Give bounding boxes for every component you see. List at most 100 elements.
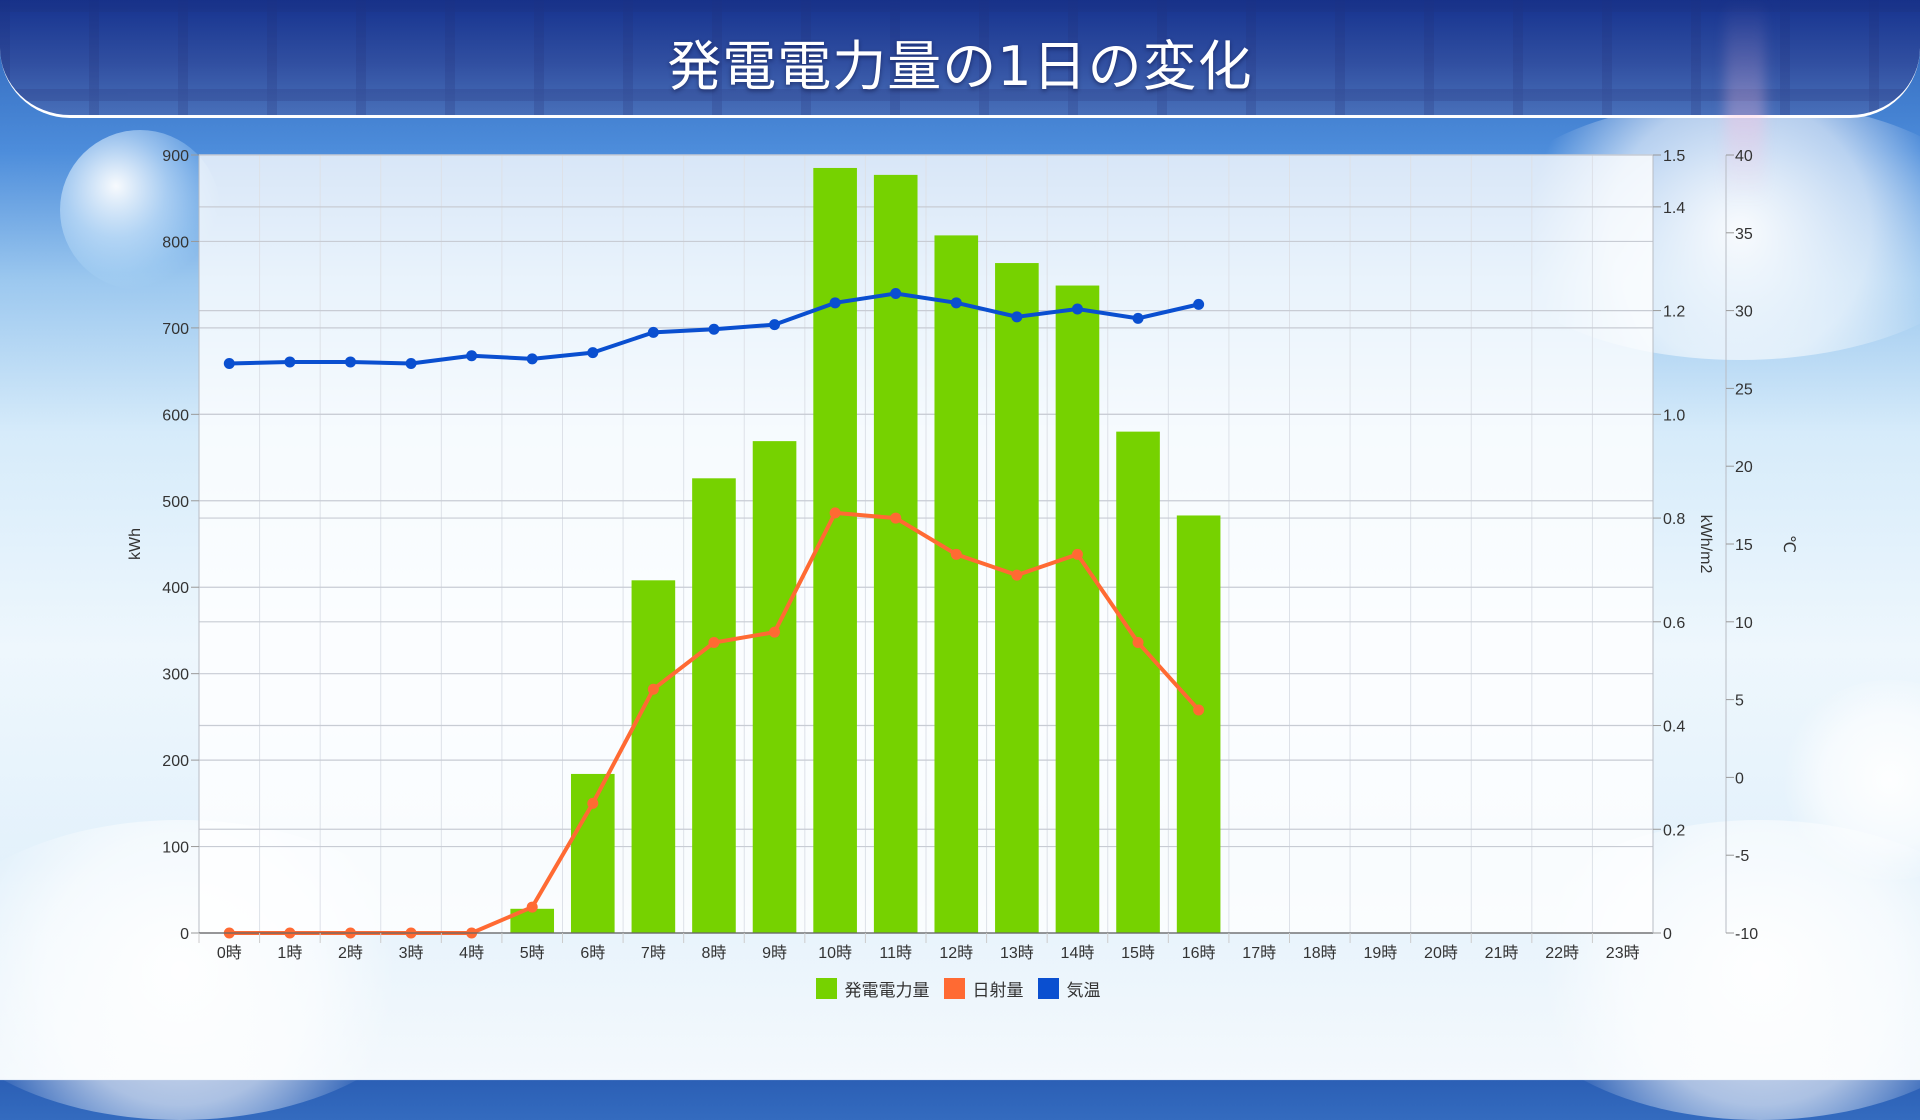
sun-glare-decoration bbox=[60, 130, 220, 290]
data-point[interactable] bbox=[587, 347, 599, 359]
data-point[interactable] bbox=[708, 323, 720, 335]
legend-label: 日射量 bbox=[972, 981, 1024, 1001]
legend-item-power[interactable]: 発電電力量 bbox=[815, 976, 930, 1001]
data-point[interactable] bbox=[829, 507, 841, 519]
right-axis-title: kWh/m2 bbox=[1697, 515, 1714, 574]
temperature-axis-tick: 15 bbox=[1735, 537, 1753, 554]
data-point[interactable] bbox=[1011, 311, 1023, 323]
data-point[interactable] bbox=[708, 637, 720, 649]
x-axis-tick: 4時 bbox=[459, 944, 484, 962]
data-point[interactable] bbox=[1132, 637, 1144, 649]
x-axis-tick: 8時 bbox=[702, 944, 727, 962]
right-axis-tick: 0.4 bbox=[1663, 719, 1685, 736]
data-point[interactable] bbox=[526, 353, 538, 365]
temperature-axis-tick: 0 bbox=[1735, 770, 1744, 787]
left-axis-tick: 200 bbox=[162, 753, 189, 770]
data-point[interactable] bbox=[344, 356, 356, 368]
banner-shine bbox=[0, 0, 1920, 115]
left-axis-tick: 700 bbox=[162, 321, 189, 338]
temperature-axis-tick: -10 bbox=[1735, 926, 1758, 943]
temperature-axis-tick: 35 bbox=[1735, 226, 1753, 243]
right-axis-tick: 1.2 bbox=[1663, 304, 1685, 321]
x-axis-tick: 21時 bbox=[1485, 944, 1519, 962]
x-axis-tick: 0時 bbox=[217, 944, 242, 962]
temperature-axis-tick: 25 bbox=[1735, 381, 1753, 398]
x-axis-tick: 16時 bbox=[1182, 944, 1216, 962]
temperature-axis-tick: 10 bbox=[1735, 615, 1753, 632]
left-axis-tick: 600 bbox=[162, 407, 189, 424]
x-axis-tick: 13時 bbox=[1000, 944, 1034, 962]
right-axis-tick: 0.8 bbox=[1663, 511, 1685, 528]
x-axis-tick: 10時 bbox=[818, 944, 852, 962]
data-point[interactable] bbox=[769, 626, 781, 638]
data-point[interactable] bbox=[284, 356, 296, 368]
gridlines bbox=[198, 154, 1654, 934]
x-axis-tick: 19時 bbox=[1363, 944, 1397, 962]
temperature-axis-tick: 5 bbox=[1735, 693, 1744, 710]
chart-legend: 発電電力量 日射量 気温 bbox=[0, 976, 1920, 1001]
data-point[interactable] bbox=[223, 358, 235, 370]
left-axis-tick: 0 bbox=[180, 926, 189, 943]
legend-label: 気温 bbox=[1066, 981, 1101, 1001]
x-axis-tick: 5時 bbox=[520, 944, 545, 962]
x-axis-tick: 3時 bbox=[399, 944, 424, 962]
data-point[interactable] bbox=[950, 548, 962, 560]
data-point[interactable] bbox=[829, 297, 841, 309]
right-axis-tick: 1.0 bbox=[1663, 407, 1685, 424]
left-axis-tick: 900 bbox=[162, 148, 189, 165]
power-bars bbox=[510, 167, 1221, 934]
left-axis-tick: 400 bbox=[162, 580, 189, 597]
legend-label: 発電電力量 bbox=[844, 981, 930, 1001]
data-point[interactable] bbox=[526, 901, 538, 913]
data-point[interactable] bbox=[1071, 303, 1083, 315]
x-axis-tick: 12時 bbox=[939, 944, 973, 962]
data-point[interactable] bbox=[647, 326, 659, 338]
data-point[interactable] bbox=[1193, 298, 1205, 310]
data-point[interactable] bbox=[1132, 312, 1144, 324]
x-axis-tick: 18時 bbox=[1303, 944, 1337, 962]
axes: 010020030040050060070080090000.20.40.60.… bbox=[127, 148, 1797, 962]
data-point[interactable] bbox=[890, 512, 902, 524]
x-axis-tick: 17時 bbox=[1242, 944, 1276, 962]
legend-swatch-temperature bbox=[1037, 978, 1059, 999]
legend-item-temperature[interactable]: 気温 bbox=[1037, 976, 1101, 1001]
data-point[interactable] bbox=[1071, 548, 1083, 560]
bar-13時 bbox=[995, 263, 1039, 933]
data-point[interactable] bbox=[587, 797, 599, 809]
solar-panel-pattern bbox=[0, 0, 1920, 115]
left-axis-tick: 100 bbox=[162, 840, 189, 857]
right-axis-tick: 0 bbox=[1663, 926, 1672, 943]
data-point[interactable] bbox=[405, 358, 417, 370]
left-axis-title: kWh bbox=[127, 528, 144, 560]
x-axis-tick: 1時 bbox=[277, 944, 302, 962]
data-point[interactable] bbox=[1193, 704, 1205, 716]
bar-9時 bbox=[752, 441, 797, 933]
page-title: 発電電力量の1日の変化 bbox=[667, 35, 1253, 98]
data-point[interactable] bbox=[1011, 569, 1023, 581]
data-point[interactable] bbox=[466, 350, 478, 362]
legend-swatch-power bbox=[815, 978, 837, 999]
left-axis-tick: 800 bbox=[162, 234, 189, 251]
data-point[interactable] bbox=[647, 683, 659, 695]
data-point[interactable] bbox=[890, 287, 902, 299]
left-axis-tick: 300 bbox=[162, 667, 189, 684]
title-banner: 発電電力量の1日の変化 bbox=[0, 0, 1920, 118]
data-point[interactable] bbox=[950, 297, 962, 309]
data-point[interactable] bbox=[769, 319, 781, 331]
temperature-axis-tick: 40 bbox=[1735, 148, 1753, 165]
x-axis-tick: 2時 bbox=[338, 944, 363, 962]
temperature-axis-tick: 30 bbox=[1735, 304, 1753, 321]
temperature-axis-tick: 20 bbox=[1735, 459, 1753, 476]
bar-16時 bbox=[1176, 515, 1221, 933]
right-axis-tick: 0.2 bbox=[1663, 822, 1685, 839]
x-axis-tick: 6時 bbox=[580, 944, 605, 962]
legend-item-solar[interactable]: 日射量 bbox=[943, 976, 1024, 1001]
bar-14時 bbox=[1055, 285, 1100, 933]
combo-chart: 010020030040050060070080090000.20.40.60.… bbox=[127, 148, 1797, 962]
x-axis-tick: 7時 bbox=[641, 944, 666, 962]
x-axis-tick: 14時 bbox=[1061, 944, 1095, 962]
x-axis-tick: 9時 bbox=[762, 944, 787, 962]
x-axis-tick: 20時 bbox=[1424, 944, 1458, 962]
right-axis-tick: 1.5 bbox=[1663, 148, 1685, 165]
bar-11時 bbox=[873, 174, 918, 934]
